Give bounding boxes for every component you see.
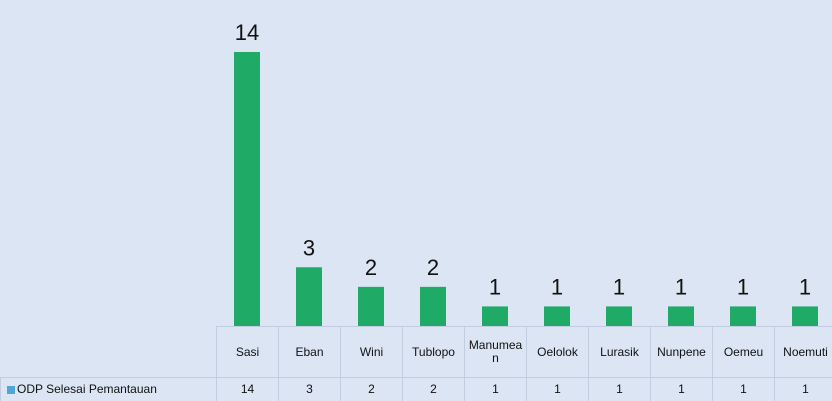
bar xyxy=(482,306,508,326)
category-cell: Tublopo xyxy=(402,326,464,377)
legend-cell: ODP Selesai Pemantauan xyxy=(0,377,216,401)
bar xyxy=(668,306,694,326)
category-cell: Manumean xyxy=(464,326,526,377)
data-label: 1 xyxy=(799,274,811,299)
category-cell: Wini xyxy=(340,326,402,377)
category-cell: Noemuti xyxy=(774,326,832,377)
value-cell: 1 xyxy=(526,377,588,401)
category-cell: Oemeu xyxy=(712,326,774,377)
value-cell: 1 xyxy=(464,377,526,401)
bar xyxy=(296,267,322,326)
data-label: 2 xyxy=(427,255,439,280)
data-label: 1 xyxy=(551,274,563,299)
data-label: 1 xyxy=(489,274,501,299)
data-label: 3 xyxy=(303,235,315,260)
category-cell: Eban xyxy=(278,326,340,377)
legend-key xyxy=(7,385,15,394)
category-cell: Sasi xyxy=(216,326,278,377)
category-cell: Lurasik xyxy=(588,326,650,377)
data-label: 1 xyxy=(675,274,687,299)
bar xyxy=(358,286,384,326)
legend-label: ODP Selesai Pemantauan xyxy=(17,382,157,396)
bar xyxy=(420,286,446,326)
value-cell: 1 xyxy=(774,377,832,401)
value-cell: 1 xyxy=(712,377,774,401)
category-cell: Nunpene xyxy=(650,326,712,377)
bar xyxy=(544,306,570,326)
data-label: 1 xyxy=(737,274,749,299)
data-label: 2 xyxy=(365,255,377,280)
bar xyxy=(606,306,632,326)
data-label: 1 xyxy=(613,274,625,299)
bar xyxy=(234,52,260,326)
category-cell: Oelolok xyxy=(526,326,588,377)
value-cell: 14 xyxy=(216,377,278,401)
data-label: 14 xyxy=(235,20,259,45)
bar xyxy=(792,306,818,326)
value-cell: 1 xyxy=(588,377,650,401)
value-cell: 3 xyxy=(278,377,340,401)
value-cell: 1 xyxy=(650,377,712,401)
value-cell: 2 xyxy=(340,377,402,401)
value-cell: 2 xyxy=(402,377,464,401)
bar xyxy=(730,306,756,326)
